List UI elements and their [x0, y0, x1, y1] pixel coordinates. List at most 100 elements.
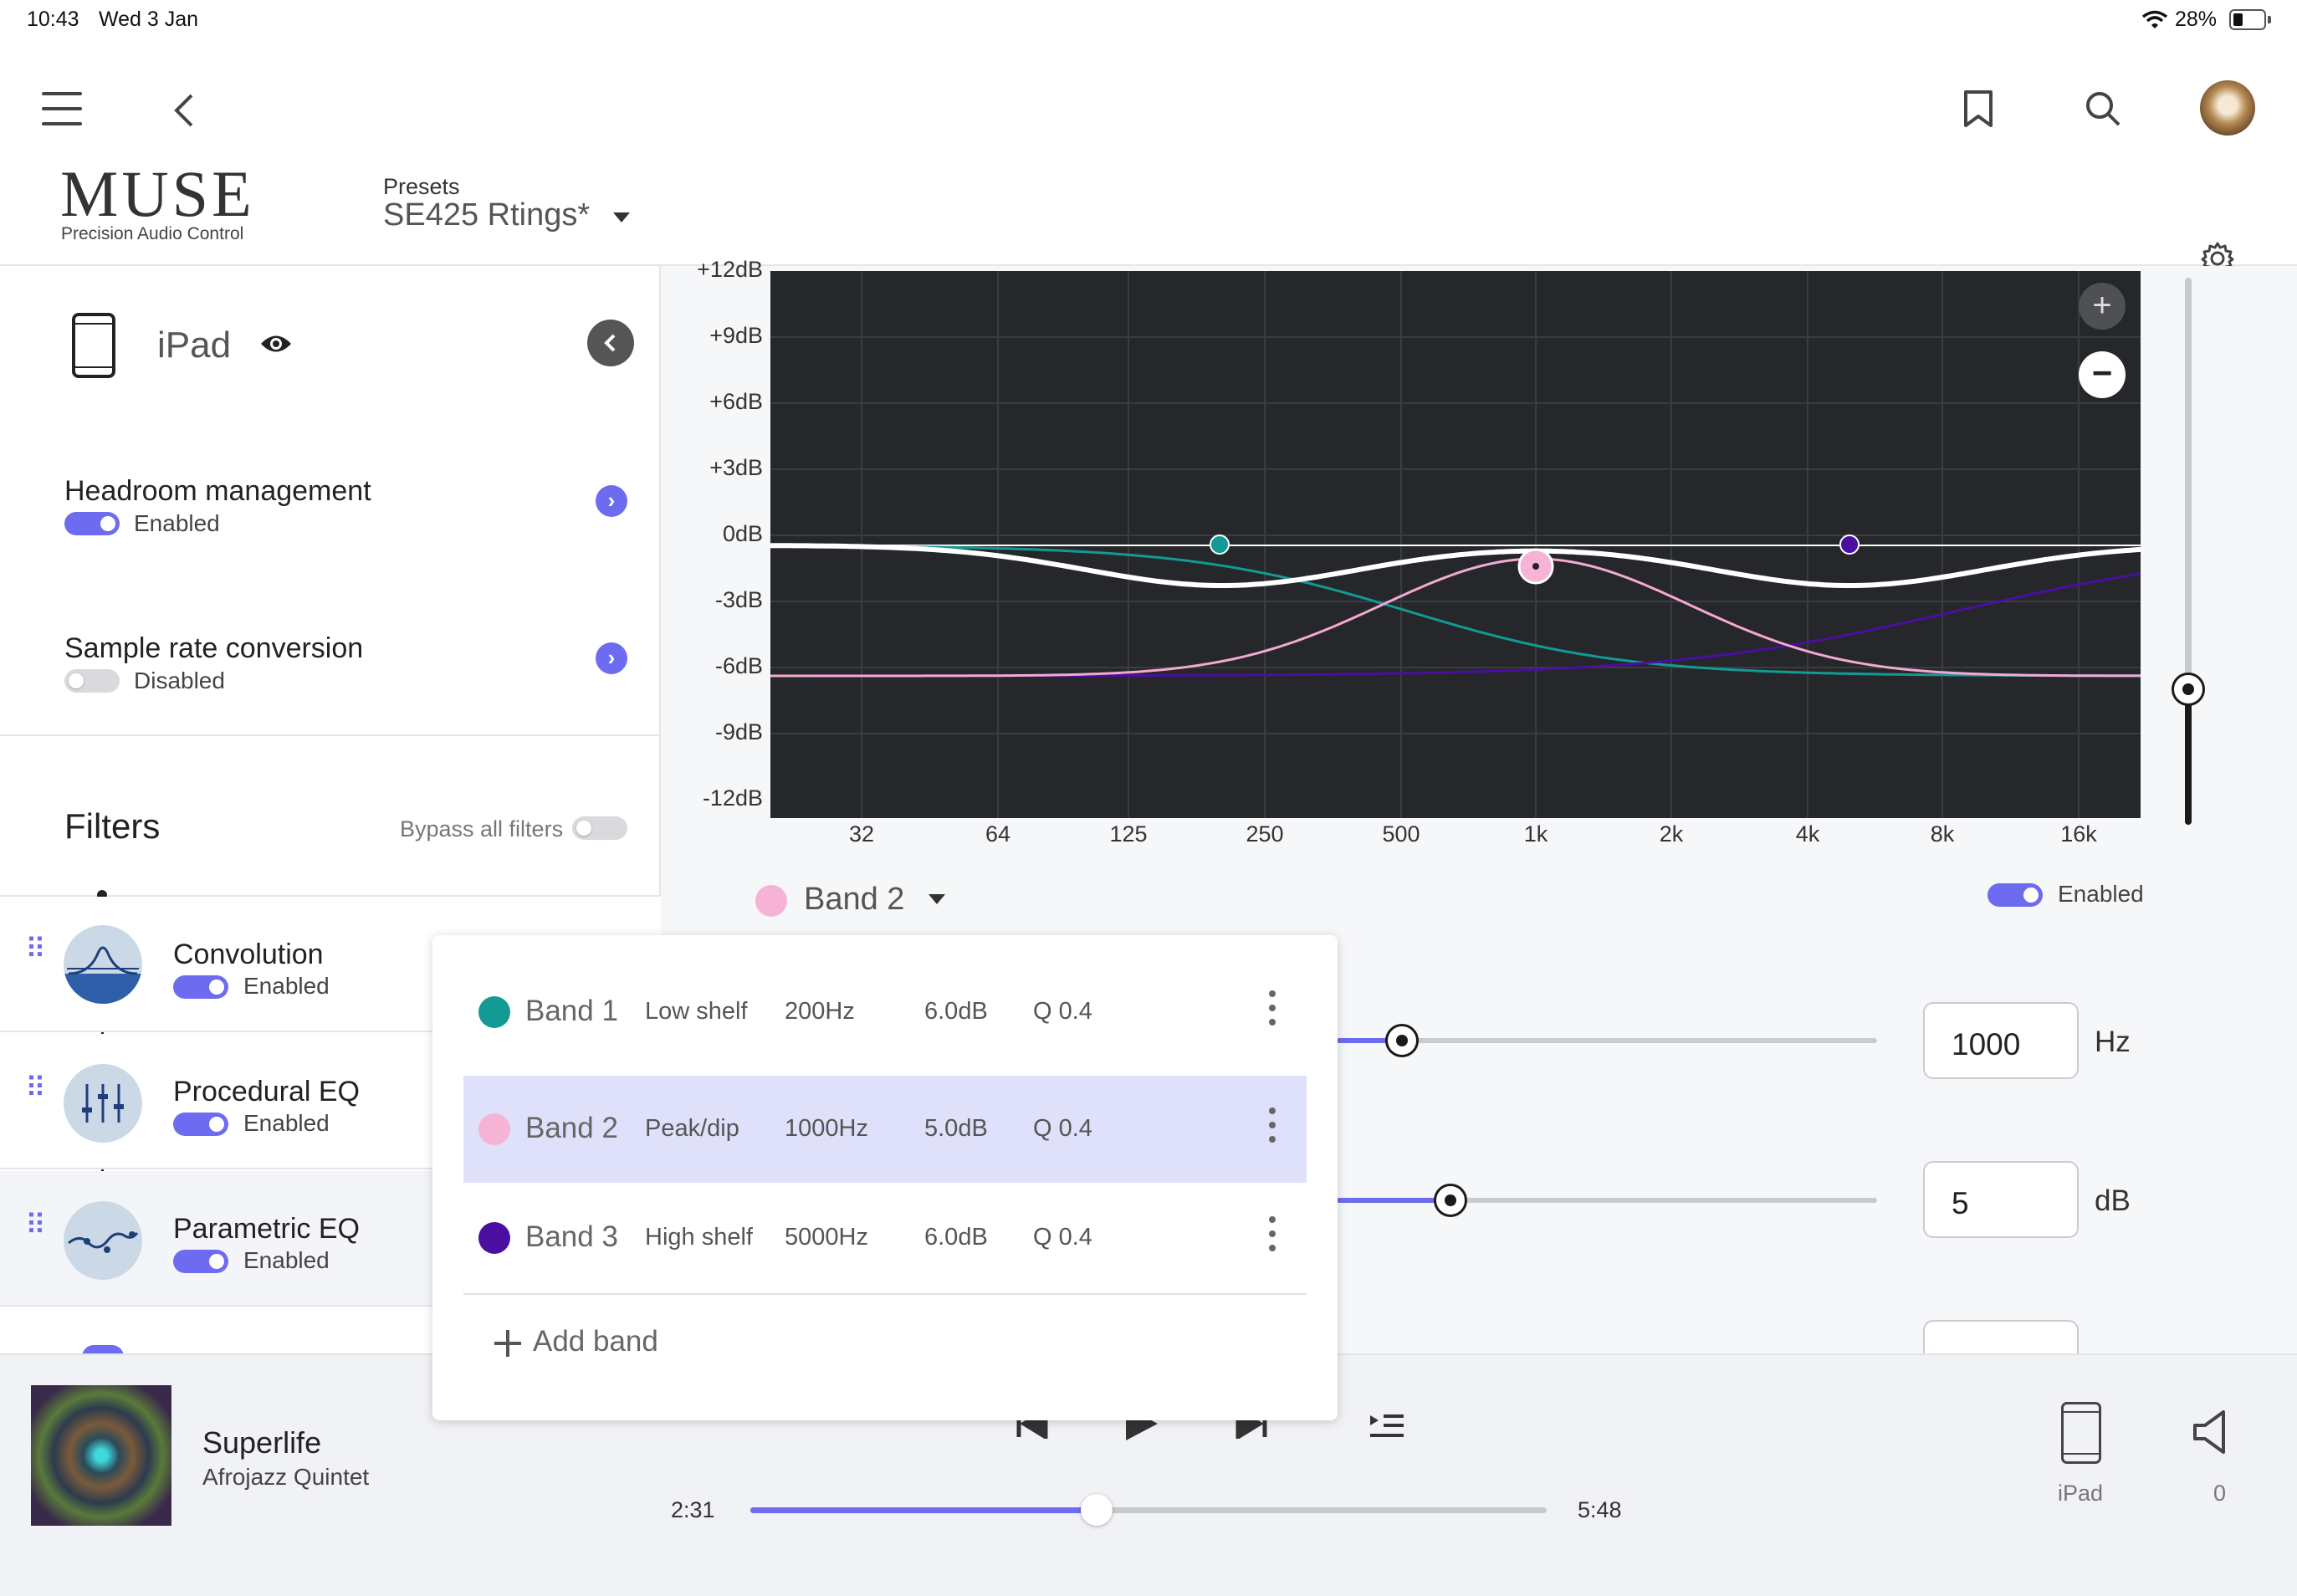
frequency-unit: Hz: [2095, 1026, 2131, 1058]
device-tablet-icon: [72, 313, 115, 378]
headroom-title: Headroom management: [64, 475, 371, 507]
filter-toggle[interactable]: [173, 1113, 228, 1136]
logo-tagline: Precision Audio Control: [61, 224, 244, 243]
queue-icon[interactable]: [1368, 1414, 1405, 1439]
band-enabled-toggle[interactable]: [1987, 883, 2043, 907]
track-title: Superlife: [202, 1425, 322, 1460]
chevron-left-icon: [604, 334, 616, 352]
wifi-icon: [2141, 10, 2168, 28]
divider: [463, 1293, 1307, 1295]
band-q: Q 0.4: [1033, 998, 1092, 1025]
band-type: Peak/dip: [645, 1115, 739, 1142]
q-input[interactable]: [1923, 1320, 2079, 1353]
drag-handle-icon[interactable]: ⠿: [25, 1072, 46, 1104]
filter-name: Parametric EQ: [173, 1213, 360, 1245]
band-dropdown-caret-icon[interactable]: [929, 894, 945, 906]
speaker-icon[interactable]: [2192, 1409, 2228, 1455]
gain-slider[interactable]: [1337, 1198, 1877, 1203]
output-device-icon[interactable]: [2061, 1402, 2101, 1464]
eye-icon[interactable]: [259, 333, 293, 355]
band-row-3[interactable]: Band 3 High shelf 5000Hz 6.0dB Q 0.4: [463, 1184, 1307, 1292]
gain-input[interactable]: 5: [1923, 1161, 2079, 1238]
bypass-label: Bypass all filters: [400, 816, 564, 841]
bypass-toggle[interactable]: [572, 816, 627, 840]
seek-thumb[interactable]: [1081, 1494, 1113, 1526]
app-header: MUSE Precision Audio Control Presets SE4…: [0, 42, 2297, 275]
frequency-input[interactable]: 1000: [1923, 1002, 2079, 1079]
sliders-icon: [64, 1064, 142, 1143]
band-2-handle-center: [1532, 563, 1539, 570]
band-name: Band 3: [525, 1220, 618, 1253]
sample-rate-title: Sample rate conversion: [64, 632, 364, 664]
add-band-label: Add band: [533, 1325, 658, 1358]
band-more-icon[interactable]: [1268, 990, 1276, 1033]
band-type: Low shelf: [645, 998, 748, 1025]
band-q: Q 0.4: [1033, 1115, 1092, 1142]
drag-handle-icon[interactable]: ⠿: [25, 934, 46, 965]
bookmark-icon[interactable]: [1962, 90, 1994, 128]
app-logo: MUSE: [60, 157, 255, 230]
x-tick-label: 2k: [1659, 821, 1684, 847]
gain-unit: dB: [2095, 1184, 2131, 1217]
band-gain: 6.0dB: [924, 1224, 988, 1251]
band-more-icon[interactable]: [1268, 1107, 1276, 1150]
output-gain-thumb[interactable]: [2172, 673, 2205, 706]
band-list-popup: Band 1 Low shelf 200Hz 6.0dB Q 0.4 Band 2 Peak…: [432, 935, 1338, 1420]
filter-toggle[interactable]: [173, 975, 228, 999]
y-tick-label: +12dB: [697, 257, 763, 282]
frequency-slider[interactable]: [1337, 1038, 1877, 1043]
band-type: High shelf: [645, 1224, 753, 1251]
album-art[interactable]: [31, 1385, 171, 1526]
band-selector-label[interactable]: Band 2: [804, 882, 905, 917]
band-frequency: 5000Hz: [785, 1224, 868, 1251]
sample-rate-toggle[interactable]: [64, 669, 120, 693]
eq-graph[interactable]: [770, 271, 2141, 818]
volume-value: 0: [2213, 1481, 2227, 1506]
band-color-dot: [478, 1222, 510, 1254]
x-tick-label: 1k: [1523, 821, 1548, 847]
preset-selector[interactable]: SE425 Rtings*: [383, 197, 630, 239]
headroom-status: Enabled: [134, 510, 220, 536]
zoom-in-button[interactable]: +: [2079, 283, 2126, 330]
filter-toggle[interactable]: [173, 1250, 228, 1273]
band-gain: 6.0dB: [924, 998, 988, 1025]
battery-icon: [2229, 9, 2266, 30]
seek-bar[interactable]: [750, 1494, 1547, 1526]
band-name: Band 2: [525, 1112, 618, 1144]
band-2-curve: [770, 557, 2141, 678]
band-row-2[interactable]: Band 2 Peak/dip 1000Hz 5.0dB Q 0.4: [463, 1076, 1307, 1183]
avatar[interactable]: [2200, 80, 2255, 136]
plus-icon: [494, 1330, 521, 1357]
filter-status: Enabled: [243, 1110, 330, 1136]
filter-name: Procedural EQ: [173, 1076, 360, 1107]
drag-handle-icon[interactable]: ⠿: [25, 1210, 46, 1241]
y-tick-label: 0dB: [722, 521, 763, 546]
headroom-open-button[interactable]: ›: [596, 485, 627, 517]
preset-name: SE425 Rtings*: [383, 197, 591, 233]
x-tick-label: 500: [1382, 821, 1420, 847]
track-artist: Afrojazz Quintet: [202, 1464, 370, 1490]
presets-label: Presets: [383, 174, 460, 199]
battery-percent: 28%: [2175, 8, 2218, 31]
sample-rate-open-button[interactable]: ›: [596, 642, 627, 674]
filter-status: Enabled: [243, 973, 330, 999]
filters-title: Filters: [64, 806, 161, 846]
band-frequency: 1000Hz: [785, 1115, 868, 1142]
search-icon[interactable]: [2085, 90, 2121, 127]
headroom-toggle[interactable]: [64, 512, 120, 535]
menu-icon[interactable]: [42, 92, 82, 125]
back-icon[interactable]: [171, 92, 197, 129]
collapse-panel-button[interactable]: [587, 320, 634, 366]
zoom-out-button[interactable]: −: [2079, 351, 2126, 398]
x-tick-label: 4k: [1795, 821, 1820, 847]
gain-slider-thumb[interactable]: [1434, 1184, 1467, 1217]
y-tick-label: -9dB: [714, 719, 763, 744]
band-more-icon[interactable]: [1268, 1216, 1276, 1259]
frequency-slider-thumb[interactable]: [1385, 1024, 1419, 1057]
band-row-1[interactable]: Band 1 Low shelf 200Hz 6.0dB Q 0.4: [463, 959, 1307, 1066]
band-1-handle[interactable]: [1210, 535, 1230, 555]
band-3-handle[interactable]: [1839, 535, 1860, 555]
y-tick-label: -6dB: [714, 653, 763, 678]
band-color-dot: [478, 1113, 510, 1145]
output-gain-slider[interactable]: [2185, 278, 2192, 825]
